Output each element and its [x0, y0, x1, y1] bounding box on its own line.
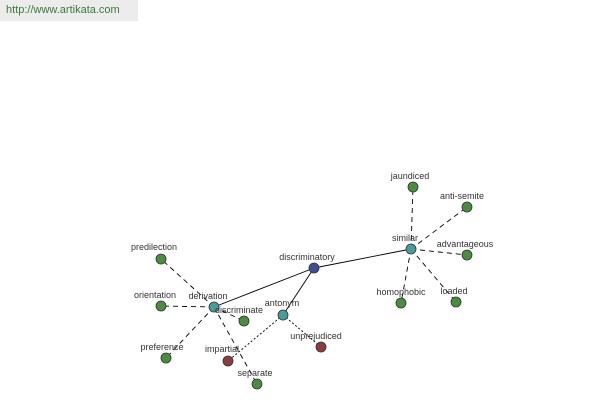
edge	[165, 306, 215, 359]
edge	[313, 248, 412, 269]
node[interactable]	[407, 181, 419, 193]
edge	[282, 267, 315, 316]
edge	[400, 248, 412, 304]
edge	[410, 186, 414, 250]
node[interactable]	[450, 296, 462, 308]
node[interactable]	[222, 355, 234, 367]
edge	[213, 267, 315, 308]
node[interactable]	[461, 249, 473, 261]
node-label: predilection	[131, 242, 177, 252]
edge	[160, 258, 215, 308]
labels: discriminatory similar derivation antony…	[131, 171, 494, 378]
node-label: advantageous	[437, 239, 494, 249]
node[interactable]	[251, 378, 263, 390]
node-label: derivation	[188, 291, 227, 301]
edge	[282, 314, 322, 348]
edge	[227, 314, 284, 362]
node-label: discriminatory	[279, 252, 335, 262]
site-url[interactable]: http://www.artikata.com	[0, 0, 138, 21]
edge	[213, 306, 245, 322]
node[interactable]	[238, 315, 250, 327]
node[interactable]	[155, 253, 167, 265]
node[interactable]	[277, 309, 289, 321]
edge	[160, 305, 215, 308]
node[interactable]	[461, 201, 473, 213]
node-label: discriminate	[215, 305, 263, 315]
node[interactable]	[395, 297, 407, 309]
edge	[410, 206, 468, 250]
node[interactable]	[308, 262, 320, 274]
node-label: jaundiced	[390, 171, 430, 181]
node-label: similar	[392, 233, 418, 243]
node[interactable]	[155, 300, 167, 312]
nodes	[155, 181, 473, 390]
edge	[410, 248, 457, 303]
node-label: antonym	[265, 298, 300, 308]
node[interactable]	[405, 243, 417, 255]
node-label: homophobic	[376, 287, 426, 297]
node[interactable]	[160, 352, 172, 364]
node-label: separate	[237, 368, 272, 378]
node-label: anti-semite	[440, 191, 484, 201]
node[interactable]	[315, 341, 327, 353]
edge	[213, 306, 258, 385]
node-label: unprejudiced	[290, 331, 342, 341]
edge	[410, 248, 468, 256]
node-label: orientation	[134, 290, 176, 300]
node-label: preference	[140, 342, 183, 352]
node-label: loaded	[440, 286, 467, 296]
node-label: impartial	[205, 344, 239, 354]
node[interactable]	[208, 301, 220, 313]
edges	[160, 186, 468, 385]
